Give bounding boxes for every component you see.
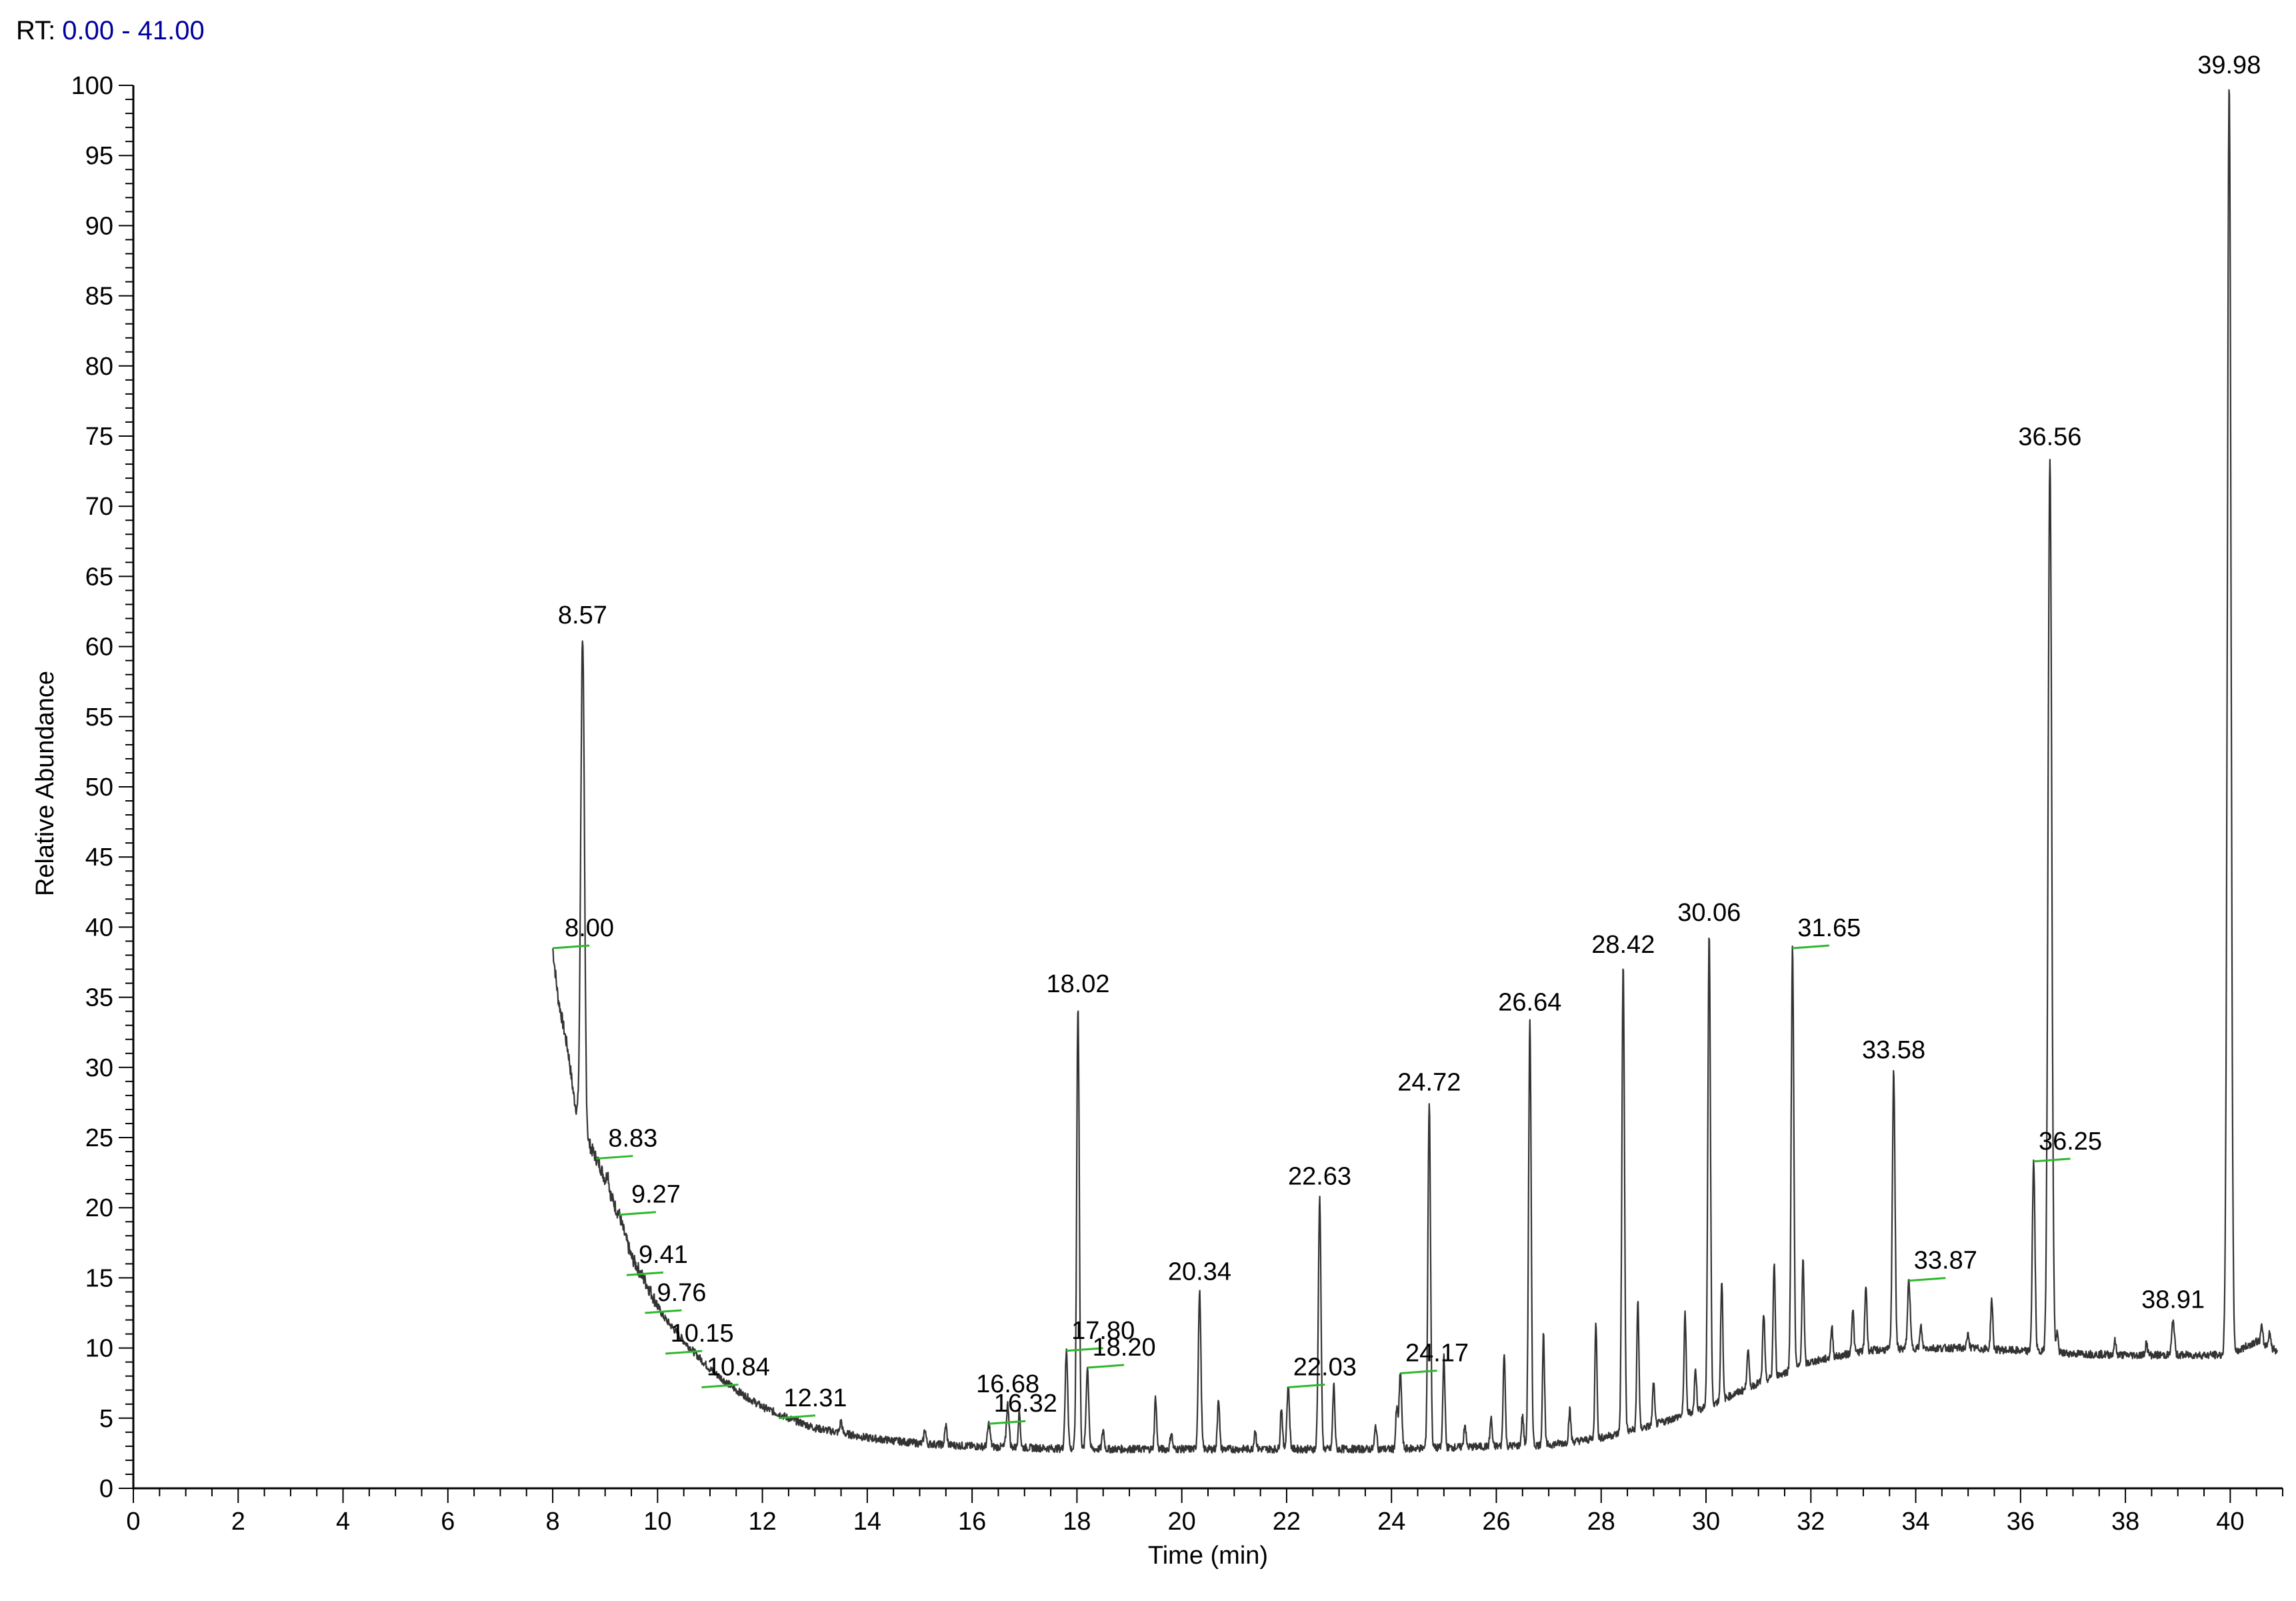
peak-label: 10.15: [671, 1320, 734, 1348]
y-axis-title: Relative Abundance: [31, 671, 59, 896]
peak-marker: [778, 1414, 816, 1420]
peak-marker: [1087, 1364, 1125, 1369]
y-tick-label: 65: [85, 563, 113, 591]
x-tick-label: 26: [1482, 1508, 1510, 1536]
peak-label: 16.32: [994, 1390, 1057, 1418]
x-tick-label: 40: [2216, 1508, 2244, 1536]
peak-label: 36.56: [2018, 423, 2081, 451]
x-tick-label: 16: [958, 1508, 986, 1536]
x-tick-label: 2: [231, 1508, 245, 1536]
y-tick-label: 75: [85, 423, 113, 451]
peak-label: 18.02: [1046, 970, 1109, 998]
y-tick-label: 80: [85, 353, 113, 381]
x-tick-label: 18: [1063, 1508, 1091, 1536]
peak-marker: [619, 1211, 657, 1216]
peak-label: 8.57: [558, 601, 607, 629]
y-tick-label: 40: [85, 914, 113, 942]
peak-label: 38.91: [2141, 1286, 2205, 1314]
x-tick-label: 38: [2111, 1508, 2139, 1536]
peak-label: 30.06: [1677, 899, 1741, 927]
peak-marker: [1288, 1384, 1325, 1389]
peak-label: 9.76: [657, 1279, 706, 1307]
peak-label: 9.41: [639, 1241, 688, 1269]
peak-label: 8.83: [608, 1125, 657, 1153]
x-tick-label: 12: [748, 1508, 776, 1536]
y-tick-label: 70: [85, 493, 113, 521]
peak-label: 28.42: [1591, 931, 1655, 959]
peak-label: 12.31: [783, 1384, 847, 1412]
y-tick-label: 95: [85, 142, 113, 170]
peak-label: 8.00: [565, 914, 614, 942]
peak-label: 9.27: [631, 1181, 681, 1209]
peak-label: 16.68: [976, 1370, 1039, 1398]
peak-label: 22.63: [1288, 1162, 1351, 1190]
x-tick-label: 22: [1273, 1508, 1301, 1536]
rt-range-value: 0.00 - 41.00: [62, 16, 205, 45]
y-tick-label: 55: [85, 703, 113, 731]
x-tick-label: 20: [1168, 1508, 1196, 1536]
x-tick-label: 36: [2007, 1508, 2035, 1536]
y-tick-label: 45: [85, 844, 113, 872]
peak-marker: [2033, 1158, 2071, 1163]
x-tick-label: 28: [1587, 1508, 1615, 1536]
y-tick-label: 15: [85, 1264, 113, 1292]
peak-label: 20.34: [1168, 1258, 1231, 1286]
peak-marker: [552, 944, 590, 950]
x-tick-label: 4: [336, 1508, 350, 1536]
peak-label: 24.17: [1405, 1339, 1469, 1367]
peak-label: 36.25: [2039, 1128, 2102, 1156]
peak-label: 22.03: [1293, 1354, 1357, 1382]
x-tick-label: 34: [1901, 1508, 1929, 1536]
peak-marker: [665, 1350, 703, 1355]
y-tick-label: 35: [85, 984, 113, 1012]
x-tick-label: 32: [1797, 1508, 1825, 1536]
peak-marker: [1400, 1369, 1437, 1374]
peak-marker: [645, 1309, 682, 1314]
chromatogram-trace: [552, 89, 2278, 1454]
peak-label: 31.65: [1797, 914, 1861, 942]
y-tick-label: 25: [85, 1124, 113, 1152]
x-tick-label: 6: [441, 1508, 455, 1536]
y-tick-label: 10: [85, 1335, 113, 1363]
rt-range-label: RT: 0.00 - 41.00: [16, 16, 205, 46]
y-tick-label: 20: [85, 1194, 113, 1222]
x-tick-label: 10: [643, 1508, 671, 1536]
rt-prefix: RT:: [16, 16, 56, 45]
y-tick-label: 0: [99, 1475, 113, 1503]
peak-marker: [1066, 1347, 1103, 1352]
peak-label: 18.20: [1093, 1334, 1156, 1362]
x-tick-label: 8: [546, 1508, 560, 1536]
peak-label: 17.80: [1071, 1317, 1135, 1345]
y-tick-label: 100: [71, 72, 113, 100]
peak-label: 33.58: [1862, 1036, 1925, 1064]
y-tick-label: 60: [85, 633, 113, 661]
y-tick-label: 5: [99, 1405, 113, 1433]
x-tick-label: 30: [1692, 1508, 1720, 1536]
peak-marker: [596, 1155, 633, 1160]
y-tick-label: 50: [85, 773, 113, 802]
peak-marker: [626, 1271, 664, 1276]
peak-marker: [701, 1384, 739, 1389]
x-tick-label: 0: [126, 1508, 140, 1536]
peak-label: 33.87: [1914, 1247, 1977, 1275]
x-tick-label: 24: [1377, 1508, 1405, 1536]
peak-label: 26.64: [1498, 988, 1561, 1016]
peak-label: 39.98: [2197, 51, 2261, 79]
peak-label: 24.72: [1397, 1068, 1461, 1096]
peak-marker: [1909, 1277, 1946, 1282]
peak-label: 10.84: [707, 1354, 770, 1382]
y-tick-label: 30: [85, 1054, 113, 1082]
peak-marker: [1792, 944, 1829, 950]
x-tick-label: 14: [853, 1508, 881, 1536]
y-tick-label: 85: [85, 283, 113, 311]
x-axis-title: Time (min): [1148, 1542, 1268, 1570]
y-tick-label: 90: [85, 212, 113, 240]
peak-marker: [989, 1420, 1026, 1425]
